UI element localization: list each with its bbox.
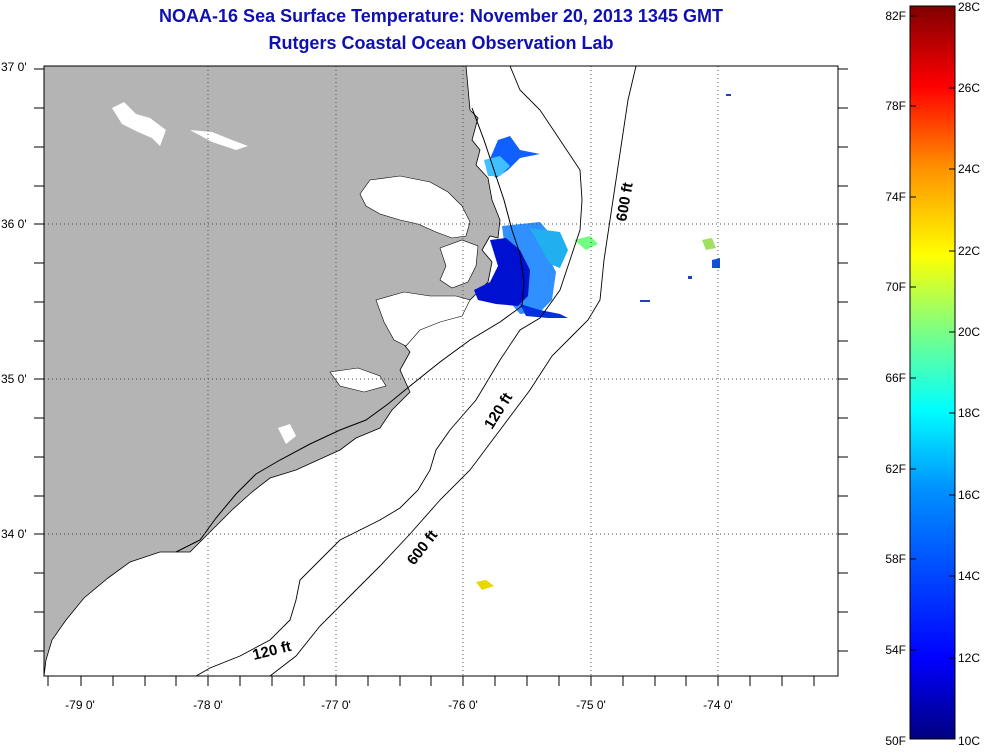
land-mass	[44, 66, 501, 676]
inland-lake	[112, 102, 166, 146]
colorbar-f-label: 82F	[885, 9, 906, 23]
colorbar-ticks	[910, 15, 955, 659]
colorbar-c-label: 14C	[958, 569, 981, 583]
inland-river	[375, 291, 471, 347]
axis-ticks	[34, 68, 848, 686]
colorbar-f-label: 78F	[885, 99, 906, 113]
lat-label: 36 0'	[1, 217, 27, 231]
depth-contour-120ft	[195, 66, 583, 676]
inland-lake	[190, 130, 248, 150]
colorbar-c-label: 10C	[958, 734, 981, 748]
map-frame	[43, 65, 839, 677]
colorbar-f-label: 58F	[885, 552, 906, 566]
lat-label: 35 0'	[1, 372, 27, 386]
colorbar-c-label: 22C	[958, 244, 981, 258]
colorbar-f-label: 74F	[885, 190, 906, 204]
colorbar-c-label: 24C	[958, 162, 981, 176]
colorbar-c-label: 18C	[958, 406, 981, 420]
colorbar-f-label: 70F	[885, 280, 906, 294]
lon-label: -78 0'	[193, 698, 223, 712]
sst-data-patches	[474, 94, 731, 590]
contour-label: 600 ft	[613, 181, 637, 223]
barrier-island	[471, 107, 525, 307]
colorbar-f-label: 54F	[885, 643, 906, 657]
lon-label: -79 0'	[65, 698, 95, 712]
barrier-island	[175, 305, 523, 553]
inland-river	[329, 367, 387, 393]
map-subtitle: Rutgers Coastal Ocean Observation Lab	[268, 33, 614, 53]
colorbar-c-label: 26C	[958, 81, 981, 95]
inland-lake	[278, 424, 296, 444]
colorbar-c-label: 12C	[958, 651, 981, 665]
colorbar-c-label: 20C	[958, 325, 981, 339]
colorbar-f-label: 62F	[885, 462, 906, 476]
lon-label: -77 0'	[321, 698, 351, 712]
lon-label: -76 0'	[448, 698, 478, 712]
colorbar-f-label: 50F	[885, 734, 906, 748]
depth-contour-600ft	[269, 66, 637, 676]
colorbar	[909, 5, 956, 740]
colorbar-f-label: 66F	[885, 371, 906, 385]
lon-label: -75 0'	[576, 698, 606, 712]
inland-sound	[439, 239, 479, 289]
map-title: NOAA-16 Sea Surface Temperature: Novembe…	[159, 6, 723, 26]
lat-label: 34 0'	[1, 527, 27, 541]
colorbar-c-label: 28C	[958, 0, 981, 14]
colorbar-c-label: 16C	[958, 488, 981, 502]
lat-lon-grid	[44, 66, 838, 676]
inland-sound	[359, 175, 471, 239]
lon-label: -74 0'	[703, 698, 733, 712]
lat-label: 37 0'	[1, 60, 27, 74]
